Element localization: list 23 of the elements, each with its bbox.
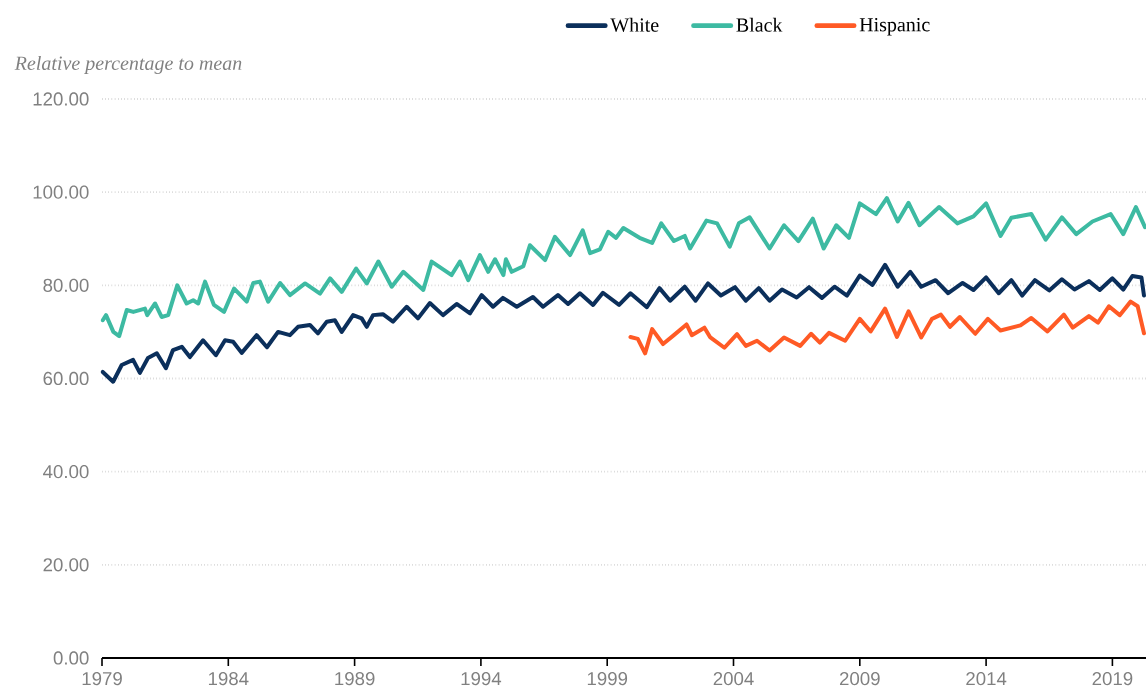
- legend-label: Black: [736, 17, 783, 32]
- x-tick-label: 1984: [208, 672, 249, 686]
- x-tick-label: 2004: [713, 672, 754, 686]
- legend-label: Hispanic: [859, 18, 930, 36]
- x-tick-label: 2019: [1092, 672, 1133, 686]
- x-tick-label: 2009: [839, 672, 880, 686]
- y-tick-label: 40.00: [43, 465, 89, 479]
- y-tick-label: 100.00: [33, 185, 89, 199]
- x-tick-label: 2014: [966, 672, 1007, 686]
- y-axis-title: Relative percentage to mean: [14, 55, 242, 75]
- x-tick-label: 1999: [587, 672, 628, 686]
- y-tick-label: 0.00: [53, 651, 89, 665]
- y-tick-label: 60.00: [43, 371, 89, 386]
- x-tick-label: 1989: [335, 672, 375, 686]
- legend-label: White: [610, 17, 659, 32]
- y-tick-label: 120.00: [33, 92, 89, 106]
- line-series: [100, 262, 1146, 384]
- x-tick-label: 1979: [82, 672, 122, 686]
- y-tick-label: 80.00: [43, 278, 89, 292]
- line-series: [628, 299, 1146, 356]
- line-series: [100, 196, 1146, 339]
- y-tick-label: 20.00: [43, 558, 89, 572]
- x-tick-label: 1994: [461, 672, 502, 686]
